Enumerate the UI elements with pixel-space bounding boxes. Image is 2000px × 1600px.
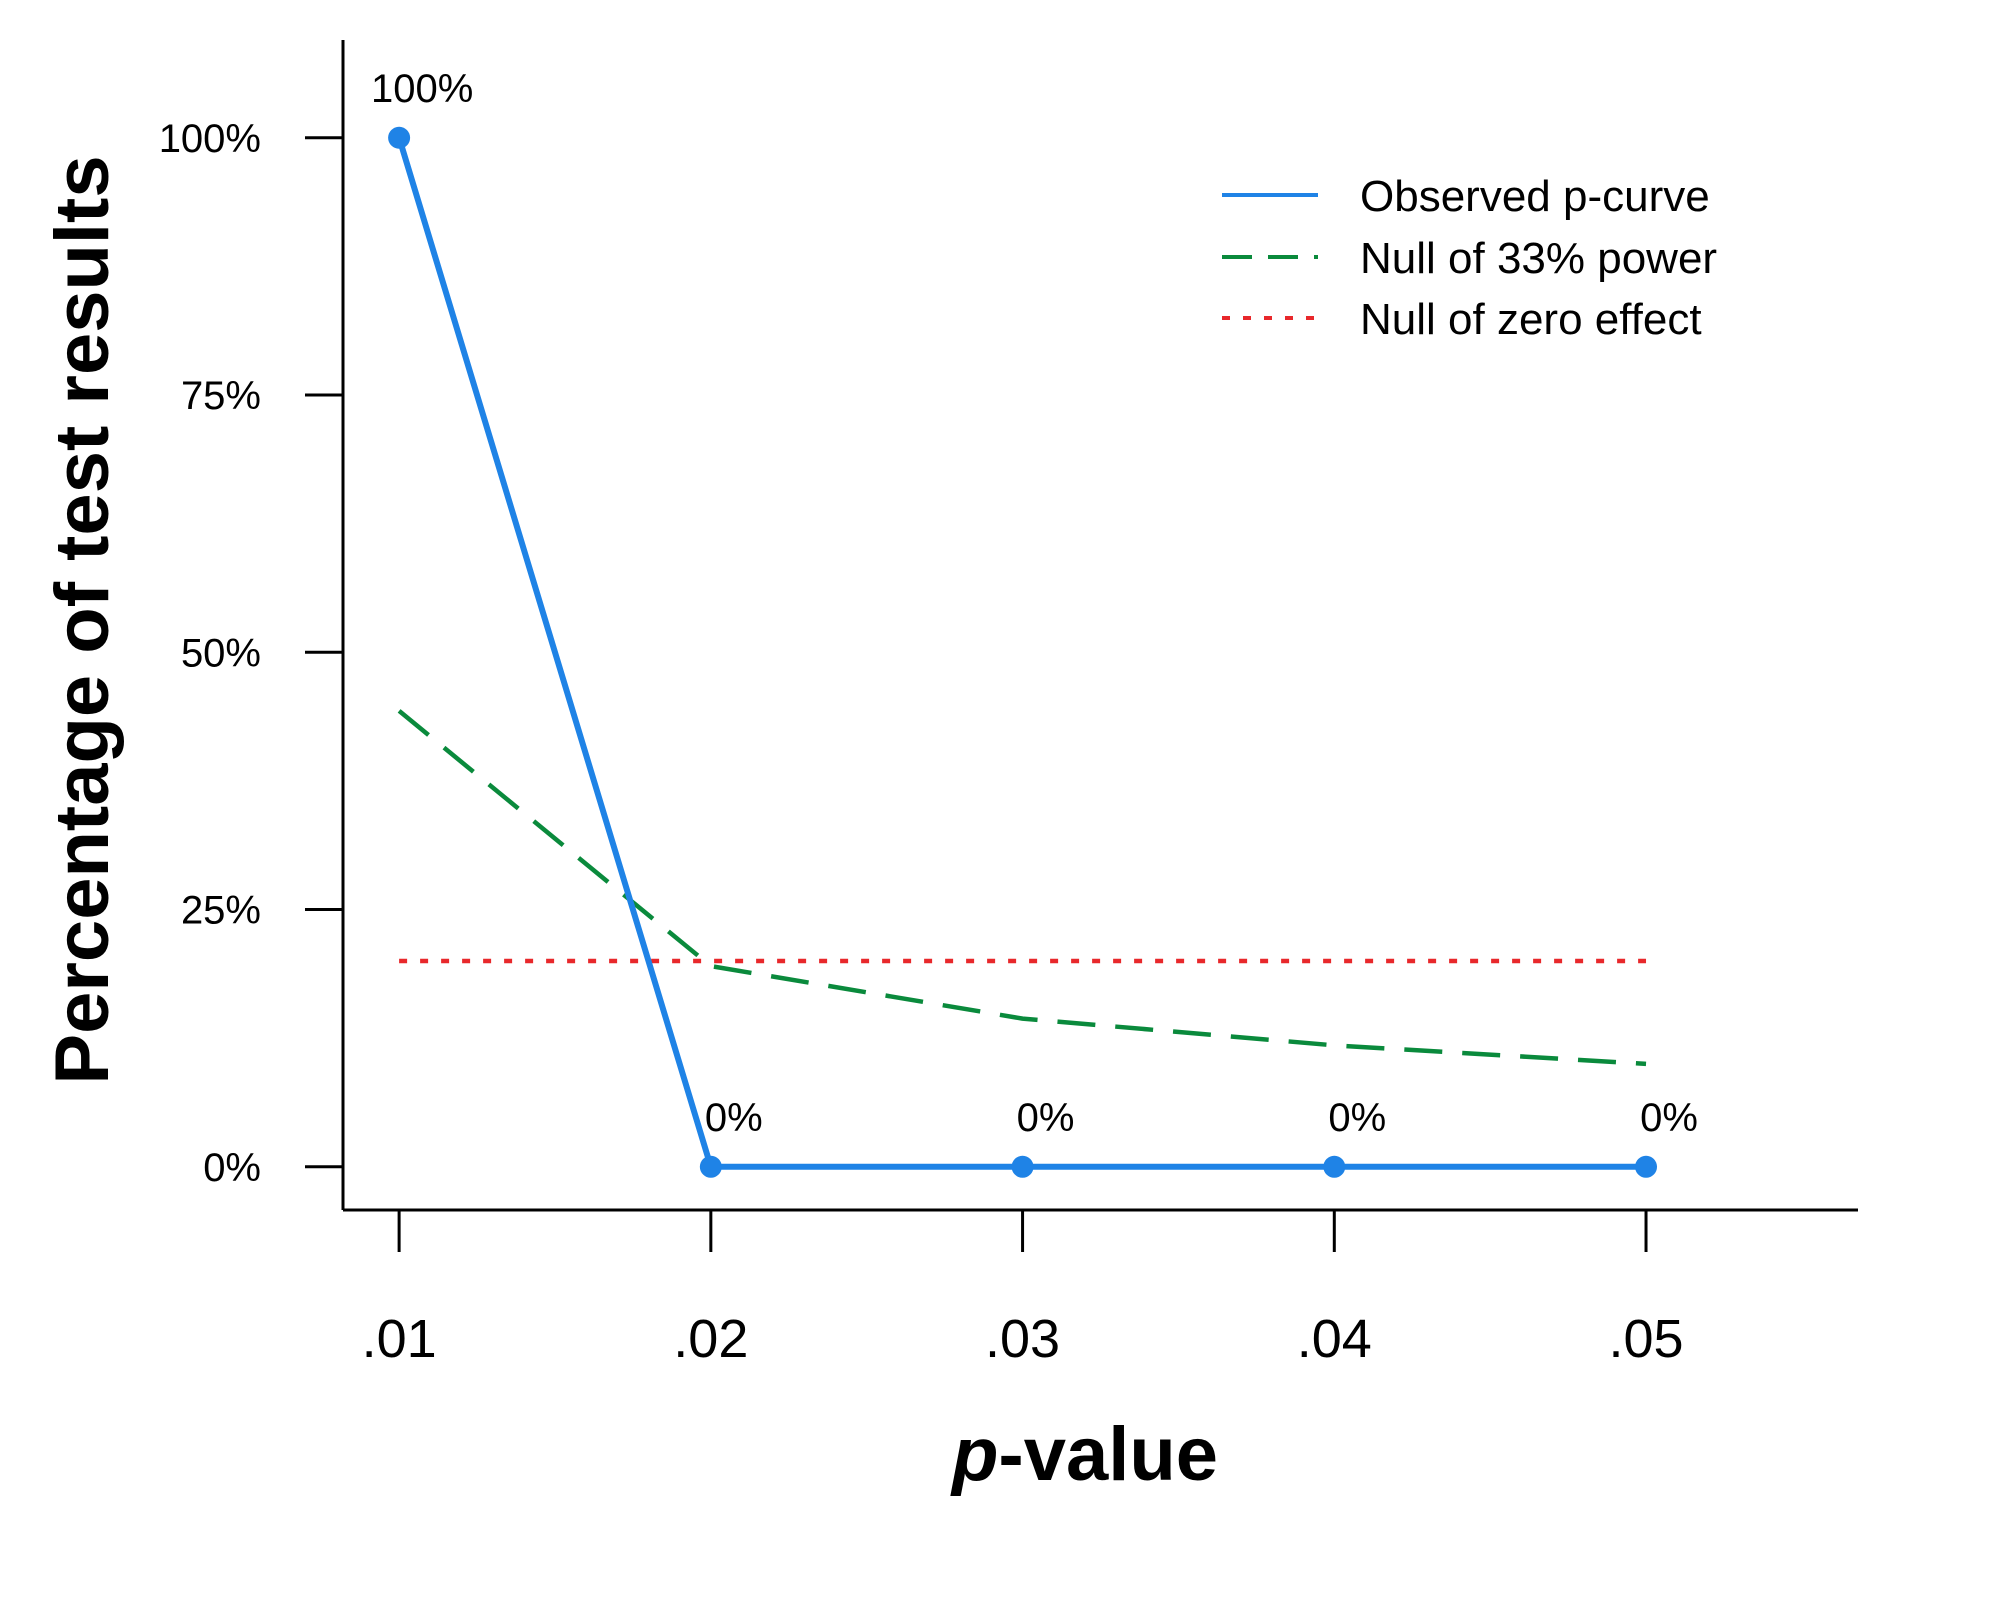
x-tick-label: .04 (1297, 1309, 1372, 1369)
observed-point (699, 1155, 722, 1178)
x-axis-title: p-value (950, 1412, 1218, 1497)
y-tick-label: 50% (181, 631, 261, 675)
observed-point (1635, 1155, 1658, 1178)
x-tick-label: .02 (673, 1309, 748, 1369)
observed-point-label: 100% (371, 67, 473, 111)
y-tick-label: 25% (181, 889, 261, 933)
x-tick-label: .01 (362, 1309, 437, 1369)
x-tick-label: .03 (985, 1309, 1060, 1369)
y-axis-ticks: 0% 25% 50% 75% 100% (159, 117, 343, 1190)
x-tick-label: .05 (1608, 1309, 1683, 1369)
x-axis-ticks: .01 .02 .03 .04 .05 (362, 1210, 1684, 1369)
y-tick-label: 0% (203, 1146, 261, 1190)
observed-point (1323, 1155, 1346, 1178)
data-labels: 100% 0% 0% 0% 0% (371, 67, 1698, 1140)
series-line-dashed (397, 709, 1647, 1067)
legend: Observed p-curve Null of 33% power Null … (1222, 172, 1717, 344)
legend-label-null-power: Null of 33% power (1360, 234, 1717, 283)
legend-label-null-zero: Null of zero effect (1360, 295, 1702, 344)
observed-point-label: 0% (1328, 1096, 1386, 1140)
series-line-solid (396, 136, 1647, 1170)
y-tick-label: 75% (181, 374, 261, 418)
observed-point-label: 0% (1640, 1096, 1698, 1140)
observed-point (1011, 1155, 1034, 1178)
observed-point-label: 0% (705, 1096, 763, 1140)
legend-label-observed: Observed p-curve (1360, 172, 1710, 221)
y-tick-label: 100% (159, 117, 261, 161)
observed-point (388, 126, 411, 149)
y-axis-title: Percentage of test results (40, 155, 125, 1084)
observed-point-label: 0% (1017, 1096, 1075, 1140)
series-layer (388, 126, 1658, 1178)
